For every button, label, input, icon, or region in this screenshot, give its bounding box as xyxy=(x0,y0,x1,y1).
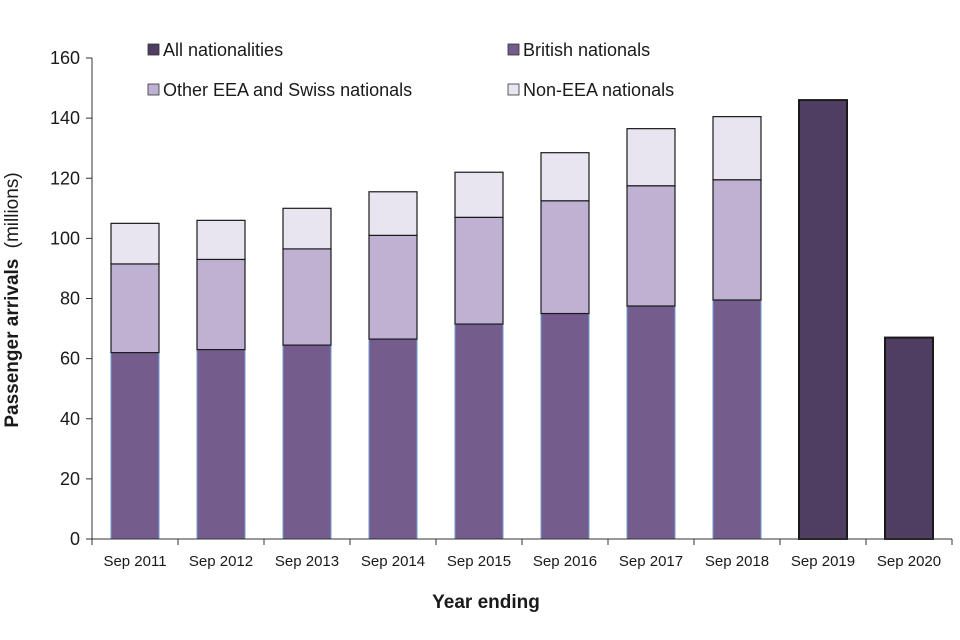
bar-segment-non-eea-nationals xyxy=(455,172,503,217)
bar-segment-non-eea-nationals xyxy=(713,117,761,180)
bar-segment-non-eea-nationals xyxy=(197,220,245,259)
bar-segment-british-nationals xyxy=(111,353,159,539)
legend-item-british-nationals: British nationals xyxy=(508,40,650,60)
y-tick-label: 40 xyxy=(60,409,80,429)
x-tick-label: Sep 2017 xyxy=(619,553,683,570)
y-axis-title-main: Passenger arrivals xyxy=(2,259,23,428)
x-tick-label: Sep 2020 xyxy=(877,553,941,570)
legend-label: Other EEA and Swiss nationals xyxy=(163,80,412,100)
x-axis-title: Year ending xyxy=(432,592,540,613)
y-tick-label: 140 xyxy=(50,108,80,128)
bar-all-nationalities xyxy=(885,338,933,539)
x-tick-label: Sep 2019 xyxy=(791,553,855,570)
legend-label: All nationalities xyxy=(163,40,283,60)
bar-all-nationalities xyxy=(799,100,847,539)
legend-swatch xyxy=(148,84,159,95)
legend-item-non-eea-nationals: Non-EEA nationals xyxy=(508,80,674,100)
bars-layer xyxy=(111,100,933,539)
y-tick-label: 100 xyxy=(50,228,80,248)
bar-segment-british-nationals xyxy=(369,339,417,539)
bar-segment-british-nationals xyxy=(455,324,503,539)
bar-segment-british-nationals xyxy=(197,350,245,539)
bar-segment-non-eea-nationals xyxy=(541,153,589,201)
y-tick-label: 0 xyxy=(70,529,80,549)
chart: 0 20 40 60 80 100 120 140 160 Sep 2011 Sep 2012 Sep… xyxy=(0,0,960,640)
y-axis-title-unit: (millions) xyxy=(2,172,23,248)
bar-segment-other-eea-and-swiss-nationals xyxy=(455,217,503,324)
bar-segment-non-eea-nationals xyxy=(369,192,417,236)
bar-segment-british-nationals xyxy=(283,345,331,539)
bar-segment-british-nationals xyxy=(541,314,589,539)
bar-segment-other-eea-and-swiss-nationals xyxy=(197,259,245,349)
bar-segment-british-nationals xyxy=(627,306,675,539)
legend-swatch xyxy=(508,84,519,95)
x-tick-label: Sep 2011 xyxy=(103,553,166,570)
legend-swatch xyxy=(508,44,519,55)
y-axis-title: Passenger arrivals (millions) xyxy=(2,172,23,427)
bar-segment-british-nationals xyxy=(713,300,761,539)
legend-item-all-nationalities: All nationalities xyxy=(148,40,283,60)
bar-segment-other-eea-and-swiss-nationals xyxy=(111,264,159,353)
bar-segment-non-eea-nationals xyxy=(627,129,675,186)
y-tick-label: 80 xyxy=(60,289,80,309)
bar-segment-other-eea-and-swiss-nationals xyxy=(627,186,675,306)
y-tick-label: 60 xyxy=(60,349,80,369)
y-tick-label: 120 xyxy=(50,168,80,188)
bar-segment-other-eea-and-swiss-nationals xyxy=(713,180,761,300)
legend: All nationalities British nationals Other … xyxy=(148,40,674,100)
bar-segment-other-eea-and-swiss-nationals xyxy=(283,249,331,345)
legend-label: Non-EEA nationals xyxy=(523,80,674,100)
legend-swatch xyxy=(148,44,159,55)
y-tick-label: 20 xyxy=(60,469,80,489)
x-tick-label: Sep 2018 xyxy=(705,553,769,570)
x-tick-label: Sep 2014 xyxy=(361,553,425,570)
bar-segment-other-eea-and-swiss-nationals xyxy=(369,235,417,339)
bar-segment-other-eea-and-swiss-nationals xyxy=(541,201,589,314)
legend-item-other-eea-and-swiss-nationals: Other EEA and Swiss nationals xyxy=(148,80,412,100)
legend-label: British nationals xyxy=(523,40,650,60)
bar-segment-non-eea-nationals xyxy=(111,223,159,264)
x-tick-label: Sep 2016 xyxy=(533,553,597,570)
x-tick-label: Sep 2015 xyxy=(447,553,511,570)
bar-segment-non-eea-nationals xyxy=(283,208,331,249)
y-tick-label: 160 xyxy=(50,48,80,68)
x-tick-label: Sep 2012 xyxy=(189,553,253,570)
x-tick-label: Sep 2013 xyxy=(275,553,339,570)
